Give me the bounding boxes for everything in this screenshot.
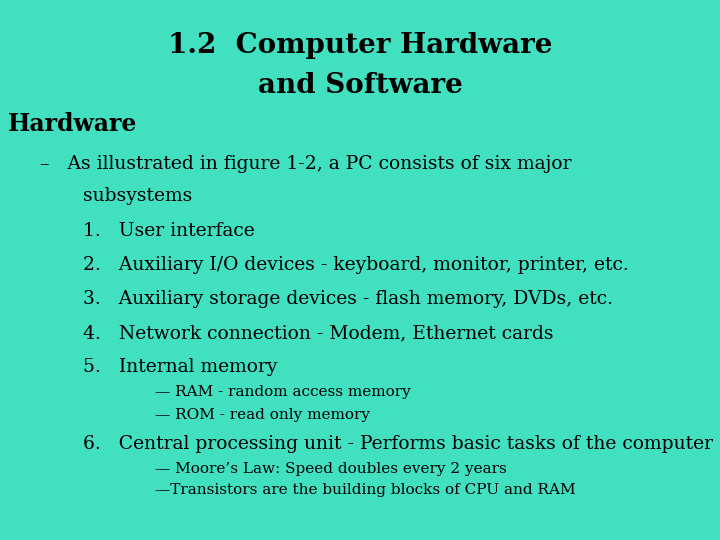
Text: — RAM - random access memory: — RAM - random access memory — [155, 385, 410, 399]
Text: 1.   User interface: 1. User interface — [83, 222, 255, 240]
Text: Hardware: Hardware — [8, 112, 138, 136]
Text: 5.   Internal memory: 5. Internal memory — [83, 358, 277, 376]
Text: 2.   Auxiliary I/O devices - keyboard, monitor, printer, etc.: 2. Auxiliary I/O devices - keyboard, mon… — [83, 256, 629, 274]
Text: 4.   Network connection - Modem, Ethernet cards: 4. Network connection - Modem, Ethernet … — [83, 324, 553, 342]
Text: subsystems: subsystems — [83, 187, 192, 205]
Text: and Software: and Software — [258, 72, 462, 99]
Text: — ROM - read only memory: — ROM - read only memory — [155, 408, 370, 422]
Text: — Moore’s Law: Speed doubles every 2 years: — Moore’s Law: Speed doubles every 2 yea… — [155, 462, 507, 476]
Text: 1.2  Computer Hardware: 1.2 Computer Hardware — [168, 32, 552, 59]
Text: 6.   Central processing unit - Performs basic tasks of the computer: 6. Central processing unit - Performs ba… — [83, 435, 713, 453]
Text: —Transistors are the building blocks of CPU and RAM: —Transistors are the building blocks of … — [155, 483, 575, 497]
Text: 3.   Auxiliary storage devices - flash memory, DVDs, etc.: 3. Auxiliary storage devices - flash mem… — [83, 290, 613, 308]
Text: –   As illustrated in figure 1-2, a PC consists of six major: – As illustrated in figure 1-2, a PC con… — [40, 155, 571, 173]
